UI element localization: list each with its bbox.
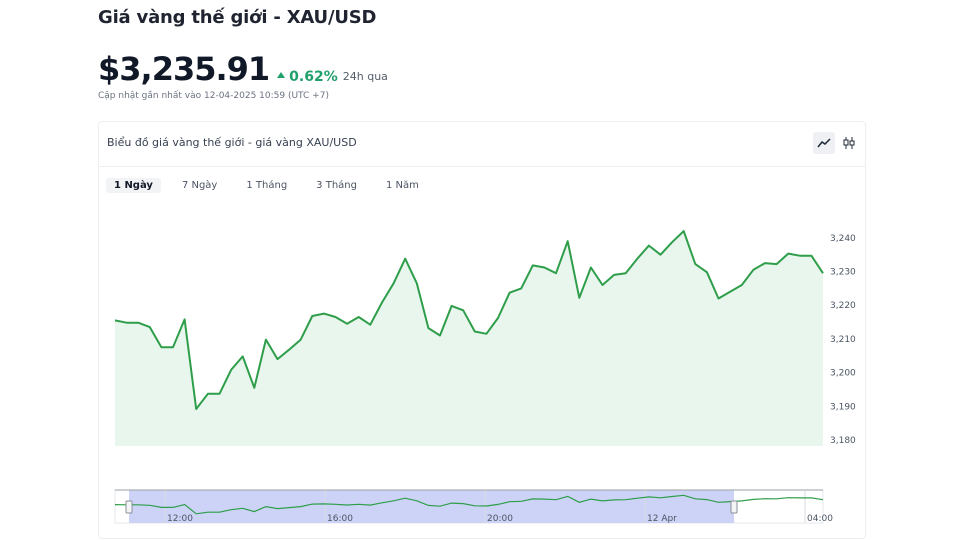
navigator-selected-window[interactable] xyxy=(129,490,734,523)
tab-3-months[interactable]: 3 Tháng xyxy=(316,180,357,191)
y-tick-label: 3,190 xyxy=(830,402,856,412)
y-tick-label: 3,230 xyxy=(830,268,856,278)
page-title: Giá vàng thế giới - XAU/USD xyxy=(98,7,377,28)
navigator-time-label: 20:00 xyxy=(487,514,513,524)
tab-7-days[interactable]: 7 Ngày xyxy=(181,180,218,191)
y-tick-label: 3,180 xyxy=(830,436,856,446)
navigator-line xyxy=(114,494,824,515)
arrow-up-icon xyxy=(277,72,286,78)
chart-card: Biểu đồ giá vàng thế giới - giá vàng XAU… xyxy=(98,121,866,539)
navigator-time-label: 12 Apr xyxy=(647,514,677,524)
range-tabs: 1 Ngày 7 Ngày 1 Tháng 3 Tháng 1 Năm xyxy=(106,178,440,193)
current-price: $3,235.91 xyxy=(98,50,270,88)
candlestick-view-button[interactable] xyxy=(838,132,860,154)
price-change-value: 0.62% xyxy=(289,69,338,85)
price-line xyxy=(114,230,824,410)
navigator-time-label: 12:00 xyxy=(167,514,193,524)
line-chart-icon xyxy=(817,138,831,148)
y-tick-label: 3,200 xyxy=(830,369,856,379)
tab-1-year[interactable]: 1 Năm xyxy=(385,180,419,191)
navigator-time-label: 16:00 xyxy=(327,514,353,524)
chart-card-title: Biểu đồ giá vàng thế giới - giá vàng XAU… xyxy=(107,136,357,149)
last-updated: Cập nhật gần nhất vào 12-04-2025 10:59 (… xyxy=(98,91,329,101)
y-tick-label: 3,240 xyxy=(830,234,856,244)
price-row: $3,235.91 0.62% 24h qua xyxy=(98,50,388,88)
tab-1-day[interactable]: 1 Ngày xyxy=(106,178,161,193)
change-period: 24h qua xyxy=(342,70,388,83)
card-divider xyxy=(99,166,865,167)
navigator-right-handle[interactable] xyxy=(730,500,738,514)
navigator-time-label: 04:00 xyxy=(807,514,833,524)
y-tick-label: 3,220 xyxy=(830,301,856,311)
price-change: 0.62% xyxy=(277,69,338,85)
navigator-left-handle[interactable] xyxy=(125,500,133,514)
candlestick-icon xyxy=(843,137,855,149)
line-view-button[interactable] xyxy=(813,132,835,154)
y-tick-label: 3,210 xyxy=(830,335,856,345)
tab-1-month[interactable]: 1 Tháng xyxy=(246,180,288,191)
price-area-fill xyxy=(115,231,823,446)
